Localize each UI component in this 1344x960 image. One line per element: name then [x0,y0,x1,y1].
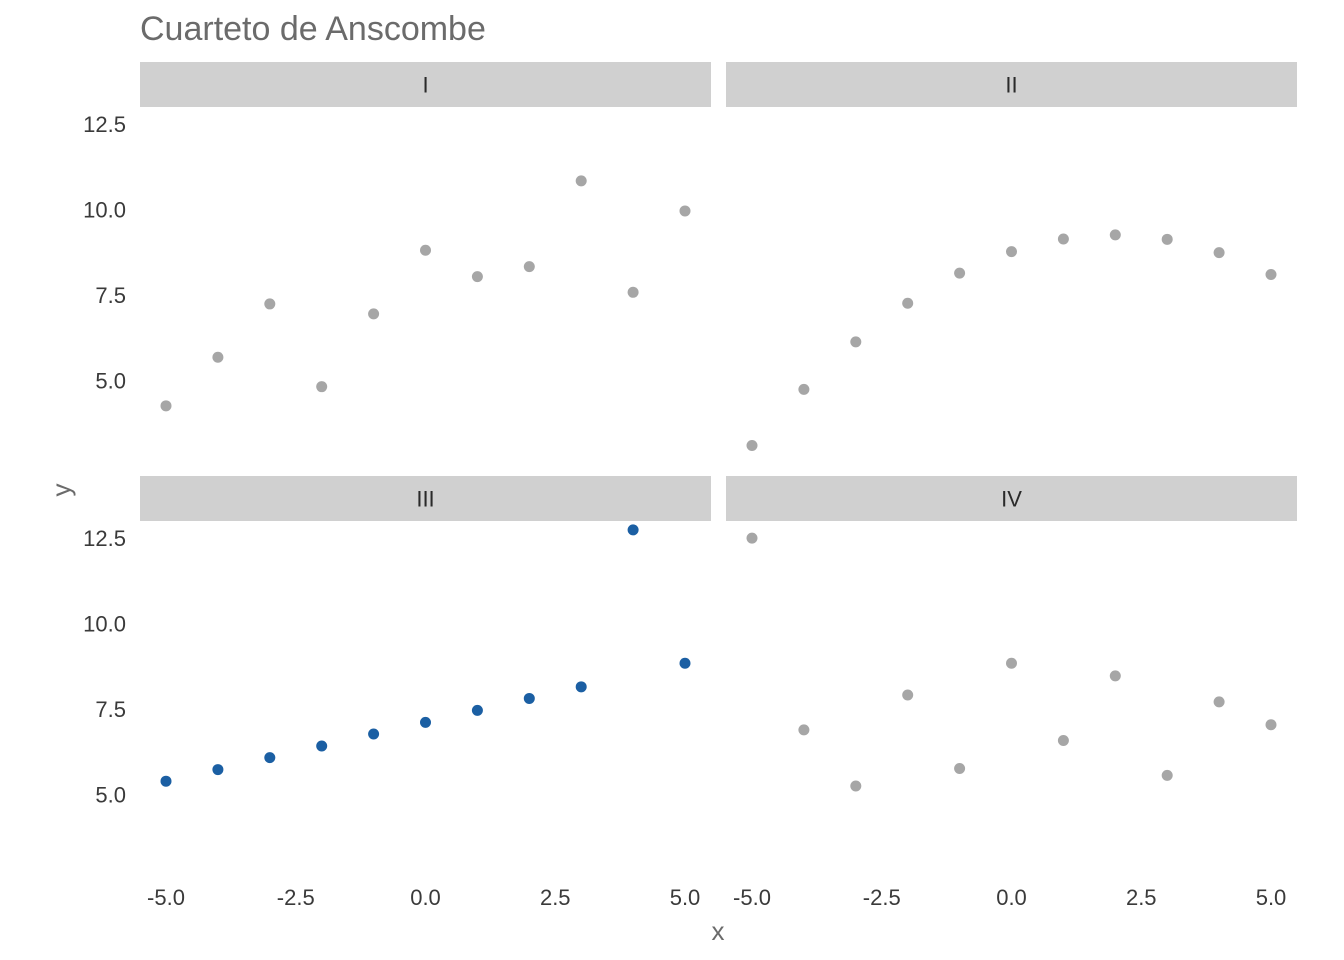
data-point [160,400,172,412]
facet-strip-label: III [416,487,434,512]
data-point [798,383,810,395]
y-tick-label: 5.0 [95,369,126,394]
data-point [902,689,914,701]
data-point [420,244,431,256]
data-point [523,261,535,273]
y-tick-label: 10.0 [83,198,126,223]
x-axis-title: x [712,916,725,946]
x-tick-label: 0.0 [410,885,441,910]
data-point [212,764,224,776]
data-point [316,381,328,393]
data-point [471,271,483,283]
data-point [1057,735,1069,747]
data-point [420,716,431,728]
data-point [850,336,862,348]
facet-strip [726,476,1297,521]
data-point [1213,696,1225,708]
x-tick-label: 2.5 [1126,885,1157,910]
x-tick-label: 5.0 [670,885,701,910]
data-point [264,298,276,310]
data-point [316,740,328,752]
data-point [627,524,639,536]
data-point [264,752,276,764]
x-tick-label: 2.5 [540,885,571,910]
data-point [1265,269,1277,281]
data-point [1265,719,1277,731]
facet-strip [140,476,711,521]
y-tick-label: 7.5 [95,283,126,308]
data-point [212,351,224,363]
facet-panel-I: I 5.0 7.5 10.0 12.5 [83,62,711,412]
data-point [850,780,862,792]
data-point [160,775,172,787]
data-point [902,297,914,309]
y-tick-label: 7.5 [95,697,126,722]
facet-strip [726,62,1297,107]
x-tick-label: -5.0 [733,885,771,910]
data-point [1109,670,1121,682]
y-tick-label: 12.5 [83,112,126,137]
y-tick-label: 10.0 [83,612,126,637]
y-tick-label: 5.0 [95,783,126,808]
data-point [575,681,587,693]
facet-panel-IV: IV -5.0 -2.5 0.0 2.5 5.0 [726,476,1297,910]
data-point [471,704,483,716]
facet-strip-label: I [422,73,428,98]
facet-panel-III: III 5.0 7.5 10.0 12.5 -5.0 -2.5 0.0 2.5 5.0 [83,476,711,910]
chart-title: Cuarteto de Anscombe [140,10,486,48]
x-tick-label: -5.0 [147,885,185,910]
data-point [1213,247,1225,259]
data-point [679,205,691,217]
x-tick-label: -2.5 [863,885,901,910]
data-point [954,763,966,775]
facet-strip-label: II [1005,73,1017,98]
facet-panel-II: II [726,62,1297,451]
y-tick-label: 12.5 [83,526,126,551]
x-tick-label: 5.0 [1256,885,1287,910]
y-axis-title: y [46,484,76,497]
x-tick-label: 0.0 [996,885,1027,910]
data-point [1006,657,1017,669]
data-point [746,439,758,451]
data-point [1161,233,1173,245]
x-tick-label: -2.5 [277,885,315,910]
data-point [1057,233,1069,245]
data-point [954,267,966,279]
data-point [368,308,380,320]
data-point [1006,246,1017,258]
data-point [1161,769,1173,781]
data-point [368,728,380,740]
data-point [798,724,810,736]
facet-strip-label: IV [1001,487,1022,512]
data-point [746,532,758,544]
data-point [1109,229,1121,241]
data-point [575,175,587,187]
data-point [523,692,535,704]
data-point [679,657,691,669]
facet-strip [140,62,711,107]
data-point [627,286,639,298]
